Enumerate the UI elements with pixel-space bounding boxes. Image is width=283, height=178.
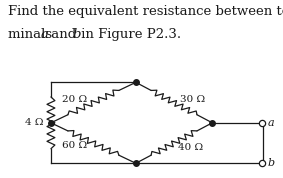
- Text: 4 Ω: 4 Ω: [25, 118, 43, 127]
- Text: Find the equivalent resistance between ter-: Find the equivalent resistance between t…: [8, 5, 283, 18]
- Text: a: a: [267, 118, 274, 128]
- Text: b: b: [267, 158, 275, 168]
- Text: and: and: [47, 28, 80, 41]
- Text: 60 Ω: 60 Ω: [63, 141, 87, 150]
- Text: 30 Ω: 30 Ω: [180, 95, 205, 104]
- Text: b: b: [72, 28, 81, 41]
- Text: in Figure P2.3.: in Figure P2.3.: [77, 28, 181, 41]
- Text: a: a: [41, 28, 49, 41]
- Text: 40 Ω: 40 Ω: [179, 143, 203, 152]
- Text: 20 Ω: 20 Ω: [63, 95, 87, 104]
- Text: minals: minals: [8, 28, 57, 41]
